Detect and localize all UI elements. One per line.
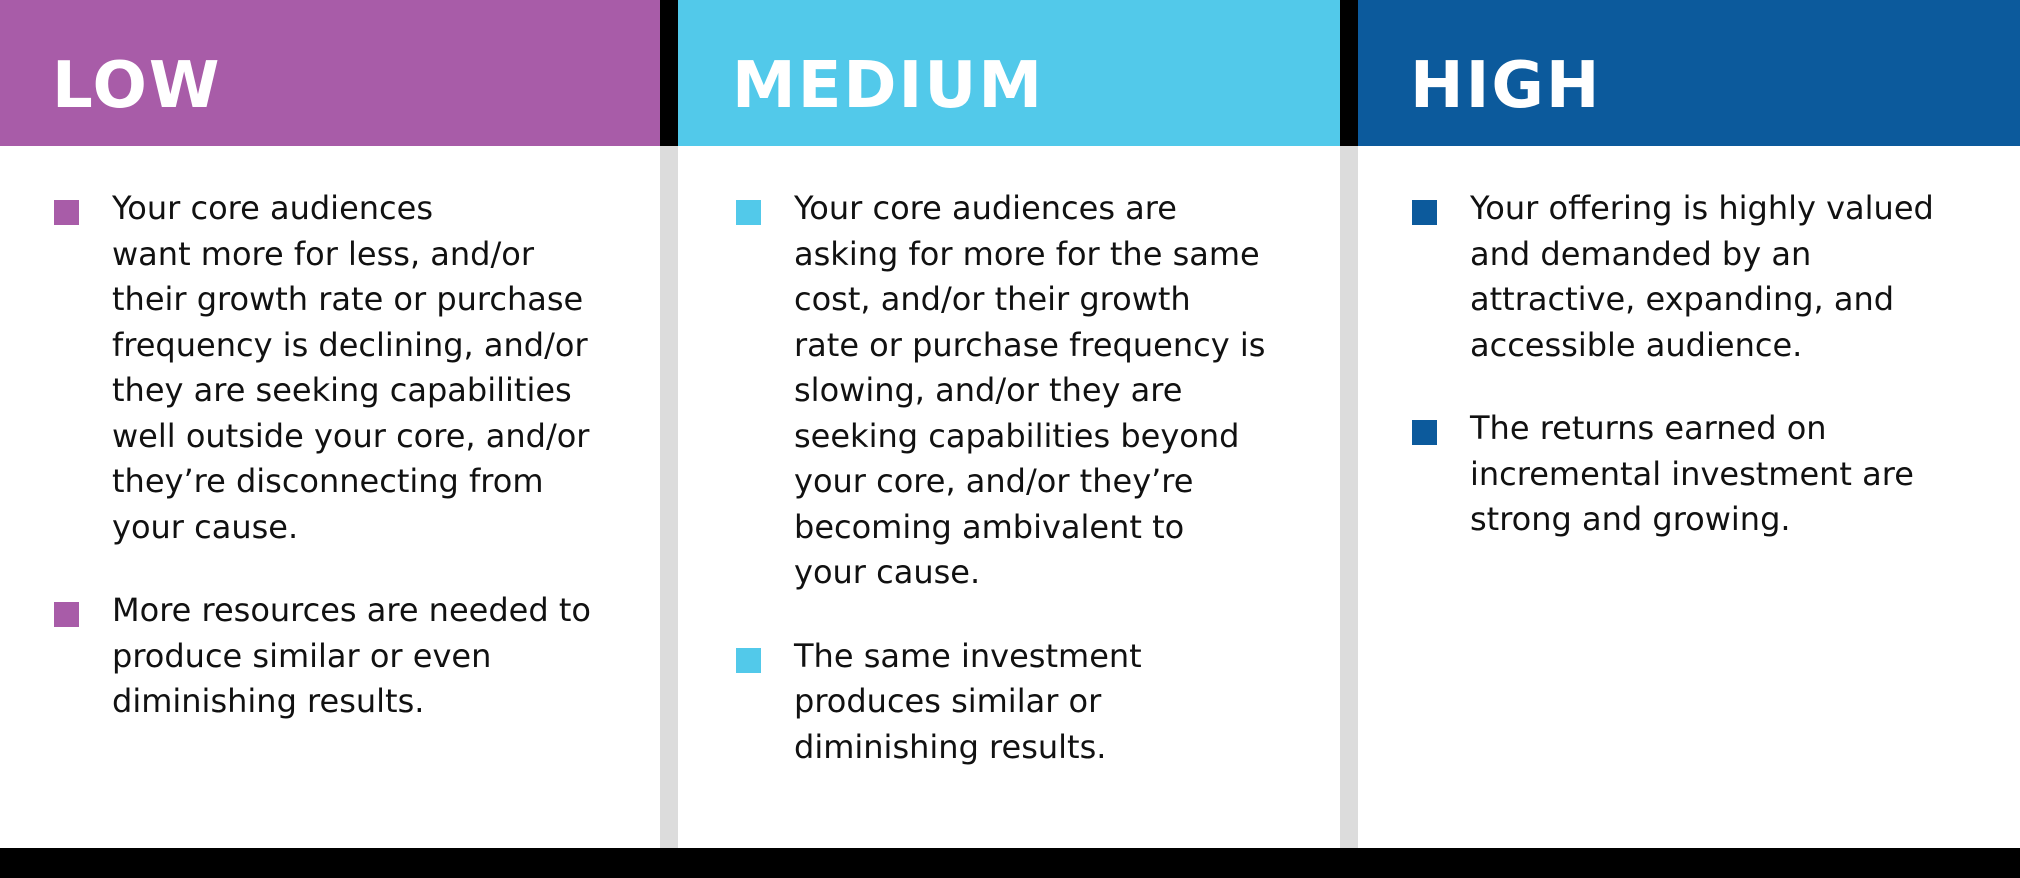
header-gap: [660, 0, 669, 146]
panel-low-header: LOW: [0, 0, 660, 146]
panel-medium-header: MEDIUM: [678, 0, 1340, 146]
bullet-square-icon: [54, 200, 79, 225]
panel-high-header: HIGH: [1358, 0, 2020, 146]
panel-low-body: Your core audiences want more for less, …: [54, 186, 640, 763]
panel-medium: MEDIUM Your core audiences are asking fo…: [678, 0, 1340, 848]
panel-low-title: LOW: [52, 49, 222, 123]
panel-low-bullet-2: More resources are needed to produce sim…: [54, 588, 640, 725]
panel-high-title: HIGH: [1410, 49, 1602, 123]
bullet-square-icon: [736, 647, 761, 673]
panel-low-bullet-1: Your core audiences want more for less, …: [54, 186, 640, 550]
header-gap: [1340, 0, 1349, 146]
bottom-bar: [0, 848, 2020, 878]
panel-high: HIGH Your offering is highly valued and …: [1358, 0, 2020, 848]
panel-high-bullet-2: The returns earned on incremental invest…: [1412, 406, 2000, 543]
panel-low: LOW Your core audiences want more for le…: [0, 0, 660, 848]
bullet-square-icon: [1412, 420, 1437, 445]
bullet-square-icon: [54, 602, 79, 627]
bullet-text: Your offering is highly valued and deman…: [1470, 189, 1934, 364]
panel-medium-body: Your core audiences are asking for more …: [736, 186, 1320, 808]
panel-medium-bullet-2: The same investment produces similar or …: [736, 634, 1320, 771]
column-divider: [1340, 146, 1358, 848]
panel-high-bullet-1: Your offering is highly valued and deman…: [1412, 186, 2000, 368]
panel-high-body: Your offering is highly valued and deman…: [1412, 186, 2000, 581]
bullet-square-icon: [1412, 200, 1437, 225]
bullet-text: The returns earned on incremental invest…: [1470, 409, 1914, 538]
column-divider: [660, 146, 678, 848]
bullet-text: Your core audiences want more for less, …: [112, 189, 590, 546]
bullet-text: Your core audiences are asking for more …: [794, 189, 1266, 591]
bullet-square-icon: [736, 200, 761, 225]
bullet-text: More resources are needed to produce sim…: [112, 591, 591, 720]
panel-medium-title: MEDIUM: [732, 49, 1044, 123]
bullet-text: The same investment produces similar or …: [794, 636, 1142, 766]
panel-medium-bullet-1: Your core audiences are asking for more …: [736, 186, 1320, 596]
